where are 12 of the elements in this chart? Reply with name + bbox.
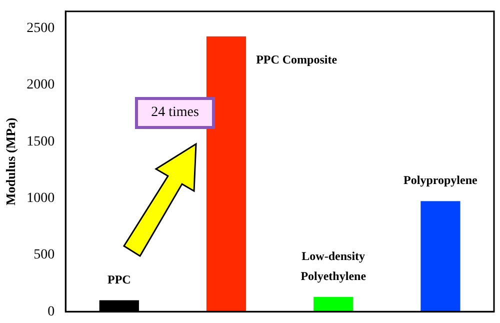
y-tick-label: 2000	[26, 78, 55, 93]
y-tick-label: 0	[48, 304, 55, 320]
y-tick-label: 500	[34, 248, 55, 263]
series-label: PPC	[107, 272, 131, 286]
annotation: 24 times	[135, 97, 215, 129]
y-tick-label: 2500	[26, 21, 55, 36]
y-axis-title: Modulus (MPa)	[3, 118, 18, 206]
series-label: Low-density Polyethylene	[300, 248, 367, 283]
series-label: Polypropylene	[404, 173, 478, 188]
series-label: PPC Composite	[256, 52, 338, 66]
y-tick-label: 1500	[26, 134, 55, 150]
y-tick-label: 1000	[26, 190, 55, 206]
